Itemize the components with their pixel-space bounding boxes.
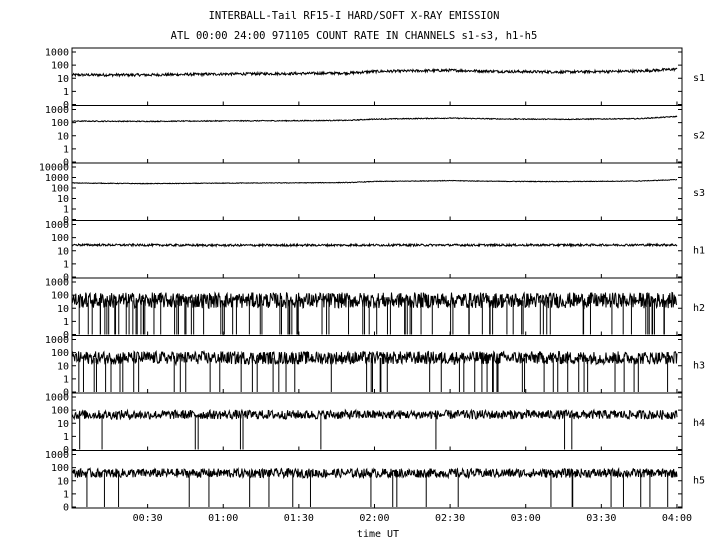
y-tick-label: 1000 bbox=[45, 105, 69, 116]
y-tick-label: 1000 bbox=[45, 173, 69, 184]
trace-h4 bbox=[71, 408, 678, 421]
y-tick-label: 1000 bbox=[45, 450, 69, 461]
chart-subtitle: ATL 00:00 24:00 971105 COUNT RATE IN CHA… bbox=[171, 30, 538, 42]
panel-label-h2: h2 bbox=[693, 303, 705, 314]
y-tick-label: 1 bbox=[63, 374, 69, 385]
y-tick-label: 100 bbox=[51, 118, 69, 129]
panel-label-h5: h5 bbox=[693, 475, 705, 486]
x-tick-label: 01:30 bbox=[284, 513, 314, 524]
y-tick-label: 10 bbox=[57, 361, 69, 372]
y-tick-label: 0 bbox=[63, 158, 69, 169]
y-tick-label: 10 bbox=[57, 246, 69, 257]
y-tick-label: 1 bbox=[63, 317, 69, 328]
y-tick-label: 1 bbox=[63, 144, 69, 155]
panel-frame bbox=[71, 335, 683, 394]
panel-label-s1: s1 bbox=[693, 73, 705, 84]
x-tick-label: 02:30 bbox=[435, 513, 465, 524]
x-axis-label: time UT bbox=[357, 529, 399, 540]
y-tick-label: 10000 bbox=[39, 163, 69, 174]
x-tick-label: 00:30 bbox=[133, 513, 163, 524]
y-tick-label: 1 bbox=[63, 489, 69, 500]
x-tick-label: 02:00 bbox=[359, 513, 389, 524]
y-tick-label: 0 bbox=[63, 503, 69, 514]
trace-h1 bbox=[71, 242, 678, 248]
panel-frame bbox=[71, 162, 683, 221]
y-tick-label: 100 bbox=[51, 291, 69, 302]
y-tick-label: 100 bbox=[51, 61, 69, 72]
y-tick-label: 10 bbox=[57, 131, 69, 142]
y-tick-label: 1 bbox=[63, 87, 69, 98]
x-tick-label: 03:00 bbox=[511, 513, 541, 524]
trace-s2 bbox=[71, 115, 678, 123]
x-tick-label: 03:30 bbox=[586, 513, 616, 524]
panel-label-h3: h3 bbox=[693, 360, 705, 371]
y-tick-label: 1 bbox=[63, 432, 69, 443]
y-tick-label: 1000 bbox=[45, 220, 69, 231]
x-tick-label: 04:00 bbox=[662, 513, 692, 524]
y-tick-label: 1000 bbox=[45, 335, 69, 346]
panel-label-h1: h1 bbox=[693, 245, 705, 256]
panel-frame bbox=[71, 450, 683, 509]
y-tick-label: 1 bbox=[63, 205, 69, 216]
panel-label-s2: s2 bbox=[693, 130, 705, 141]
y-tick-label: 0 bbox=[63, 388, 69, 399]
y-tick-label: 1 bbox=[63, 259, 69, 270]
chart-title: INTERBALL-Tail RF15-I HARD/SOFT X-RAY EM… bbox=[209, 10, 500, 22]
panel-label-s3: s3 bbox=[693, 188, 705, 199]
trace-h3 bbox=[71, 349, 678, 367]
y-tick-label: 10 bbox=[57, 476, 69, 487]
y-tick-label: 10 bbox=[57, 74, 69, 85]
panel-frame bbox=[71, 105, 683, 164]
trace-h2 bbox=[71, 291, 678, 310]
y-tick-label: 0 bbox=[63, 215, 69, 226]
y-tick-label: 0 bbox=[63, 100, 69, 111]
trace-s1 bbox=[71, 67, 678, 78]
y-tick-label: 0 bbox=[63, 273, 69, 284]
y-tick-label: 100 bbox=[51, 463, 69, 474]
panel-frame bbox=[71, 47, 683, 106]
y-tick-label: 10 bbox=[57, 194, 69, 205]
trace-h5 bbox=[71, 467, 678, 480]
panels: 10001001010s110001001010s210000100010010… bbox=[39, 47, 705, 514]
y-tick-label: 10 bbox=[57, 304, 69, 315]
x-tick-label: 01:00 bbox=[208, 513, 238, 524]
trace-s3 bbox=[71, 178, 678, 185]
y-tick-label: 100 bbox=[51, 184, 69, 195]
y-tick-label: 0 bbox=[63, 330, 69, 341]
y-tick-label: 1000 bbox=[45, 393, 69, 404]
panel-label-h4: h4 bbox=[693, 418, 705, 429]
y-tick-label: 100 bbox=[51, 406, 69, 417]
panel-frame bbox=[71, 392, 683, 451]
y-tick-label: 1000 bbox=[45, 278, 69, 289]
y-tick-label: 1000 bbox=[45, 48, 69, 59]
y-tick-label: 100 bbox=[51, 348, 69, 359]
panel-frame bbox=[71, 220, 683, 279]
y-tick-label: 0 bbox=[63, 445, 69, 456]
x-axis: 00:30 01:00 01:30 02:00 02:30 03:00 03:30 04:00 bbox=[133, 513, 692, 524]
y-tick-label: 10 bbox=[57, 419, 69, 430]
y-tick-label: 100 bbox=[51, 233, 69, 244]
